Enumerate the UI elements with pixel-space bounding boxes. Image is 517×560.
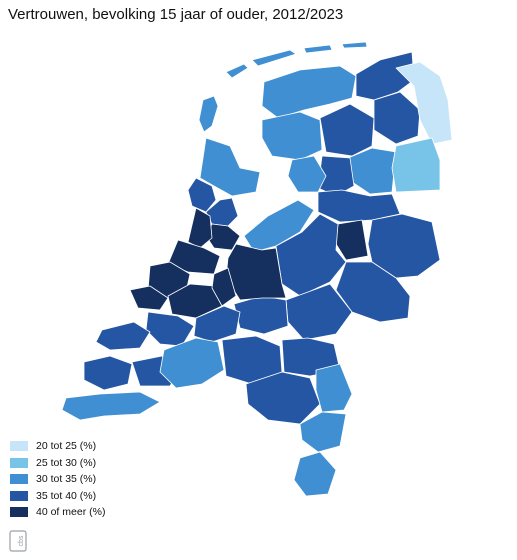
region-achterhoek[interactable]	[335, 261, 411, 323]
region-drechtsteden[interactable]	[193, 305, 241, 343]
map-title: Vertrouwen, bevolking 15 jaar of ouder, …	[8, 6, 344, 23]
region-oost-zuid-holland[interactable]	[211, 267, 237, 307]
region-terschelling[interactable]	[251, 49, 297, 67]
region-twente[interactable]	[367, 213, 441, 279]
legend-swatch	[10, 490, 28, 501]
legend-label: 20 tot 25 (%)	[36, 440, 97, 453]
region-noord-limburg[interactable]	[315, 363, 353, 413]
region-noord-drenthe[interactable]	[347, 147, 397, 195]
region-zuid-limburg[interactable]	[293, 451, 337, 497]
region-noord-groningen[interactable]	[355, 51, 415, 101]
legend: 20 tot 25 (%) 25 tot 30 (%) 30 tot 35 (%…	[10, 438, 105, 521]
region-zuidwest-overijssel[interactable]	[335, 219, 369, 261]
region-haarlem[interactable]	[187, 207, 213, 249]
region-schouwen[interactable]	[95, 321, 151, 351]
region-texel[interactable]	[198, 95, 219, 133]
region-den-helder[interactable]	[199, 137, 261, 197]
region-noord-friesland[interactable]	[261, 65, 357, 119]
region-delft-westland[interactable]	[129, 285, 169, 311]
region-west-noord-brabant[interactable]	[159, 337, 225, 389]
region-vlieland[interactable]	[225, 63, 249, 79]
region-schiermonnikoog[interactable]	[341, 41, 368, 49]
legend-label: 35 tot 40 (%)	[36, 489, 97, 502]
legend-swatch	[10, 507, 28, 518]
legend-item: 30 tot 35 (%)	[10, 471, 105, 488]
region-noordoostpolder[interactable]	[287, 155, 327, 193]
legend-swatch	[10, 474, 28, 485]
region-oost-groningen[interactable]	[395, 61, 453, 145]
region-ameland[interactable]	[303, 44, 333, 54]
legend-label: 30 tot 35 (%)	[36, 473, 97, 486]
legend-swatch	[10, 441, 28, 452]
region-walcheren[interactable]	[83, 355, 133, 391]
region-voorne-putten[interactable]	[145, 311, 195, 347]
region-zeeuws-vlaanderen[interactable]	[61, 391, 161, 421]
legend-item: 35 tot 40 (%)	[10, 488, 105, 505]
region-veluwe[interactable]	[275, 213, 347, 297]
legend-label: 40 of meer (%)	[36, 506, 106, 519]
region-zuidoost-noord-brabant[interactable]	[245, 371, 321, 425]
region-zuidoost-drenthe[interactable]	[391, 137, 441, 193]
legend-swatch	[10, 457, 28, 468]
legend-item: 25 tot 30 (%)	[10, 455, 105, 472]
region-zuidwest-gelderland[interactable]	[233, 295, 289, 335]
legend-item: 20 tot 25 (%)	[10, 438, 105, 455]
region-midden-limburg[interactable]	[299, 411, 347, 453]
region-zuidoost-friesland[interactable]	[319, 103, 375, 157]
logo-text: cbs	[18, 535, 25, 546]
region-centraal-groningen[interactable]	[373, 91, 421, 145]
legend-label: 25 tot 30 (%)	[36, 456, 97, 469]
legend-item: 40 of meer (%)	[10, 504, 105, 521]
cbs-logo: cbs	[9, 530, 27, 552]
region-zuidwest-friesland[interactable]	[261, 111, 323, 161]
